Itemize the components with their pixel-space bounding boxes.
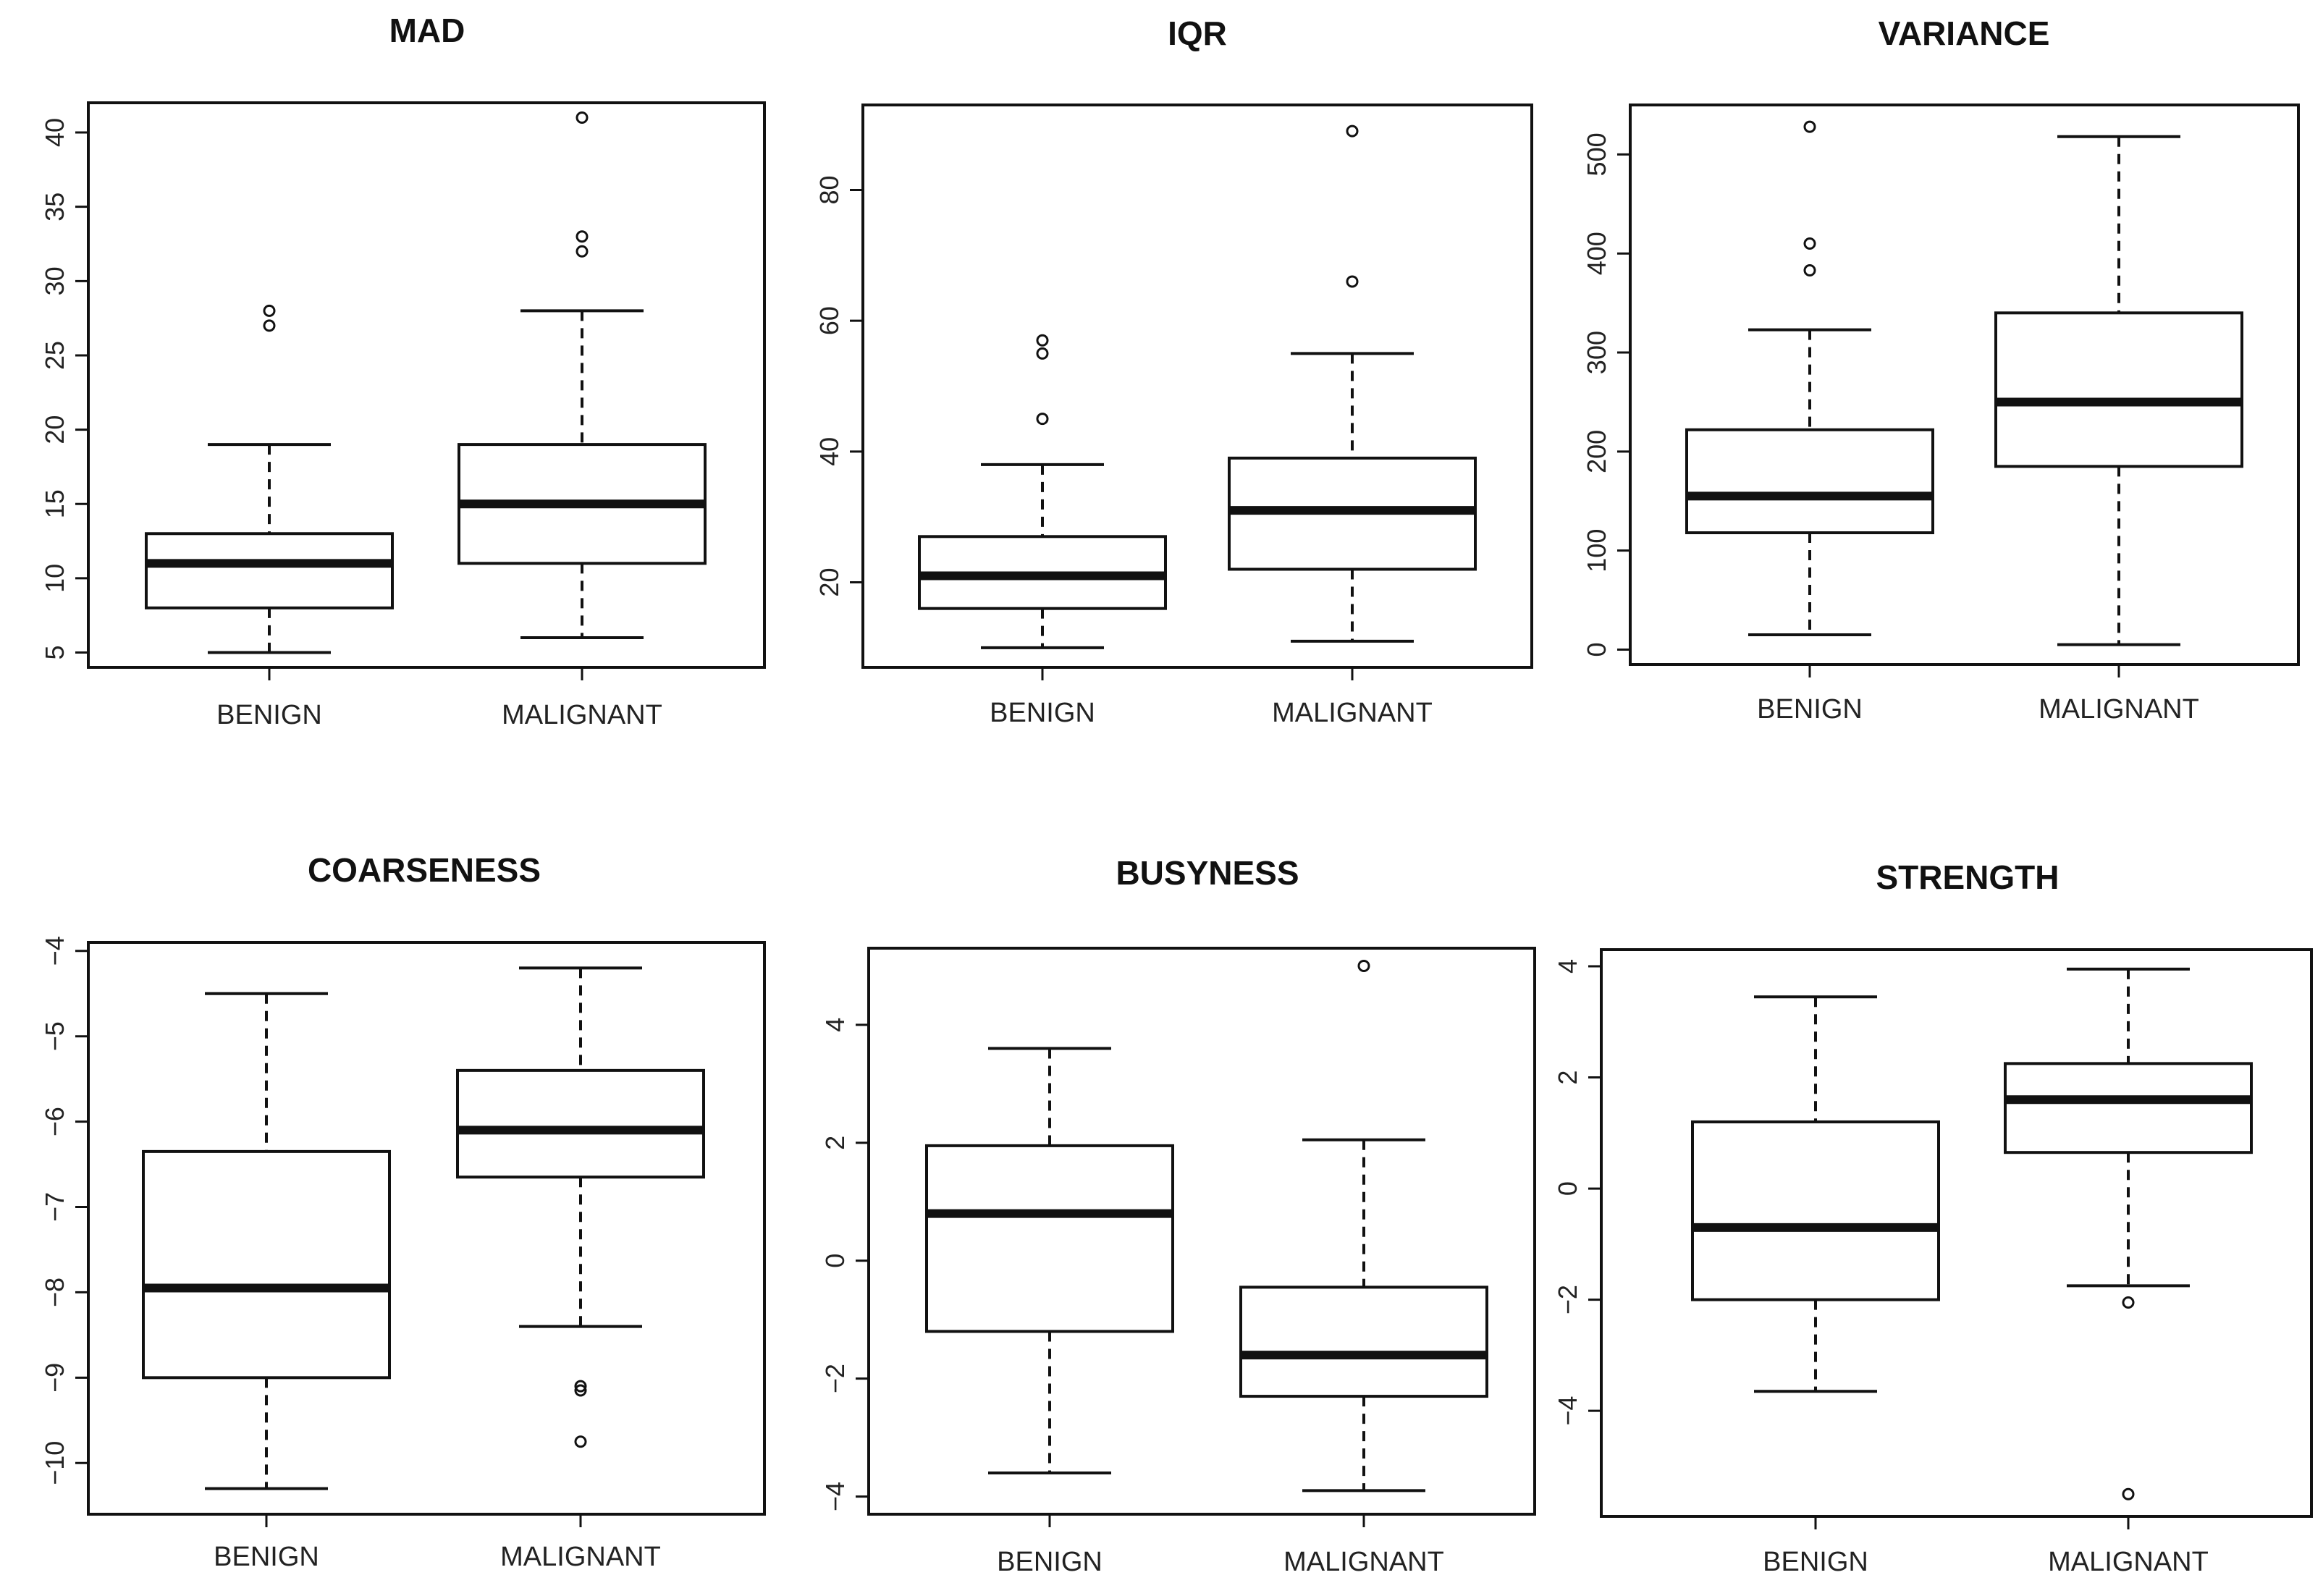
panel-title: BUSYNESS	[1116, 854, 1299, 892]
outlier-point	[263, 304, 276, 317]
category-label: BENIGN	[214, 1542, 319, 1572]
outlier-point	[1036, 334, 1049, 347]
y-tick-label: 100	[1582, 529, 1611, 573]
iqr-box	[145, 532, 394, 609]
outlier-point	[1036, 413, 1049, 426]
y-tick-label: 20	[814, 568, 844, 597]
outlier-point	[1803, 237, 1816, 250]
iqr-box	[456, 1068, 705, 1179]
y-tick-label: 80	[814, 175, 844, 204]
outlier-point	[574, 1380, 587, 1393]
category-label: BENIGN	[1757, 694, 1863, 725]
iqr-box	[2004, 1062, 2253, 1154]
category-label: BENIGN	[1763, 1547, 1868, 1577]
y-tick-label: 10	[40, 564, 69, 593]
panel-title: VARIANCE	[1879, 14, 2050, 52]
y-tick-label: 4	[820, 1018, 850, 1032]
y-tick-label: −5	[40, 1021, 69, 1051]
iqr-box	[925, 1144, 1174, 1333]
iqr-box	[1994, 311, 2243, 468]
y-tick-label: −10	[40, 1441, 69, 1485]
category-label: MALIGNANT	[500, 1542, 661, 1572]
plot-frame	[861, 104, 1533, 669]
panel-title: MAD	[389, 12, 465, 49]
category-label: MALIGNANT	[2039, 694, 2199, 725]
category-label: BENIGN	[997, 1547, 1103, 1577]
outlier-point	[2122, 1296, 2135, 1309]
iqr-box	[1685, 428, 1934, 535]
category-label: MALIGNANT	[2048, 1547, 2209, 1577]
y-tick-label: −2	[1553, 1285, 1582, 1314]
category-label: MALIGNANT	[1272, 698, 1433, 728]
y-tick-label: 0	[1553, 1181, 1582, 1196]
outlier-point	[1346, 124, 1359, 138]
y-tick-label: 200	[1582, 430, 1611, 473]
plot-frame	[867, 947, 1536, 1516]
y-tick-label: 35	[40, 193, 69, 221]
outlier-point	[574, 1435, 587, 1448]
outlier-point	[263, 319, 276, 332]
plot-frame	[1629, 104, 2300, 666]
outlier-point	[574, 1384, 587, 1397]
outlier-point	[576, 111, 589, 124]
y-tick-label: −9	[40, 1363, 69, 1393]
outlier-point	[1357, 959, 1370, 972]
y-tick-label: 400	[1582, 232, 1611, 275]
y-tick-label: 30	[40, 266, 69, 295]
y-tick-label: 4	[1553, 959, 1582, 974]
y-tick-label: −2	[820, 1364, 850, 1393]
plot-frame	[87, 941, 766, 1516]
y-tick-label: 40	[814, 437, 844, 466]
category-label: BENIGN	[990, 698, 1095, 728]
panel-title: STRENGTH	[1876, 858, 2059, 896]
iqr-box	[1691, 1120, 1940, 1301]
plot-frame	[87, 101, 766, 669]
category-label: MALIGNANT	[502, 700, 662, 730]
y-tick-label: 2	[1553, 1071, 1582, 1085]
y-tick-label: 0	[820, 1254, 850, 1268]
category-label: MALIGNANT	[1283, 1547, 1444, 1577]
outlier-point	[576, 230, 589, 243]
y-tick-label: 25	[40, 341, 69, 370]
panel-title: COARSENESS	[308, 851, 541, 889]
outlier-point	[2122, 1487, 2135, 1500]
iqr-box	[1239, 1285, 1488, 1398]
y-tick-label: 40	[40, 118, 69, 147]
y-tick-label: −4	[40, 936, 69, 966]
y-tick-label: 60	[814, 306, 844, 335]
y-tick-label: −6	[40, 1107, 69, 1136]
outlier-point	[1803, 120, 1816, 133]
y-tick-label: 0	[1582, 642, 1611, 656]
y-tick-label: −4	[1553, 1396, 1582, 1426]
outlier-point	[1803, 263, 1816, 276]
y-tick-label: −4	[820, 1482, 850, 1511]
outlier-point	[1346, 275, 1359, 288]
outlier-point	[576, 245, 589, 258]
y-tick-label: −7	[40, 1192, 69, 1222]
y-tick-label: −8	[40, 1278, 69, 1307]
y-tick-label: 15	[40, 489, 69, 518]
category-label: BENIGN	[216, 700, 322, 730]
iqr-box	[142, 1149, 391, 1380]
panel-title: IQR	[1168, 14, 1227, 52]
outlier-point	[1036, 347, 1049, 360]
y-tick-label: 2	[820, 1136, 850, 1150]
y-tick-label: 20	[40, 415, 69, 444]
y-tick-label: 500	[1582, 132, 1611, 176]
plot-frame	[1600, 948, 2313, 1518]
y-tick-label: 300	[1582, 331, 1611, 374]
y-tick-label: 5	[40, 645, 69, 659]
